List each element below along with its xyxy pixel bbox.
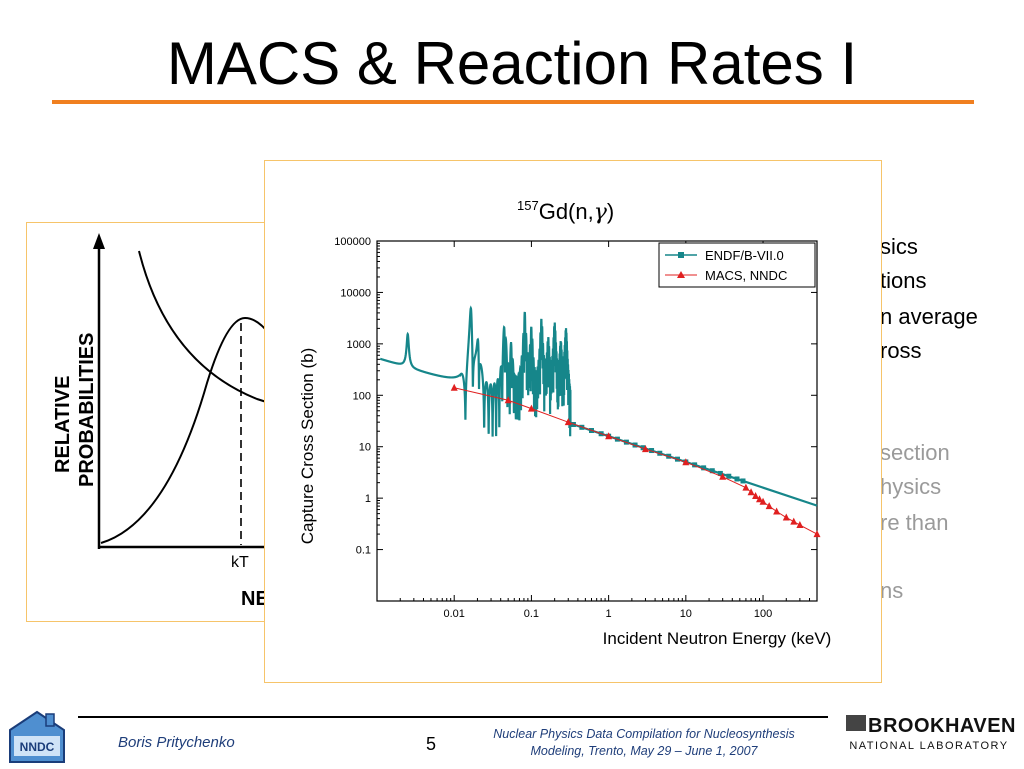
bullet-fragment-dim: re than [880,510,949,535]
brookhaven-logo: BROOKHAVEN NATIONAL LABORATORY [838,712,1020,756]
y-tick-label: 100 [353,390,371,402]
plot-frame [376,240,818,602]
x-tick-label: 10 [680,608,692,620]
slide-title: MACS & Reaction Rates I [166,30,858,97]
kt-label: kT [231,554,249,571]
author-name: Boris Pritychenko [118,734,235,751]
cross-section-chart: 157Gd(n,γ) 0.1 1 10 100 1000 10000 100000 0.01… [298,198,832,648]
bullet-fragment-dim: hysics [880,474,942,499]
cross-section-figure: 157Gd(n,γ) 0.1 1 10 100 1000 10000 100000 0.01… [264,160,882,683]
ylabel-probabilities: PROBABILITIES [76,333,98,487]
macs-marker [742,483,750,491]
macs-marker [504,396,512,404]
chimney-icon [45,713,55,727]
macs-marker [782,513,790,521]
bullet-fragment: sics [880,234,918,259]
ylabel-relative: RELATIVE [52,376,74,473]
bullet-fragment-dim: ns [880,578,904,603]
macs-marker [790,517,798,525]
conference-line-2: Modeling, Trento, May 29 – June 1, 2007 [530,744,758,758]
title-underline [52,100,974,104]
legend-box [658,242,816,288]
x-tick-label: 0.1 [524,608,539,620]
macs-marker [765,502,773,510]
macs-marker [719,472,727,480]
conference-info: Nuclear Physics Data Compilation for Nuc… [456,726,832,760]
endf-marker [649,448,655,454]
y-axis-label: Capture Cross Section (b) [298,348,317,545]
endf-marker [726,473,732,479]
logo-block-icon [846,715,866,731]
chart-title: 157Gd(n,γ) [517,198,614,225]
macs-marker [752,492,760,500]
bullet-fragment: ross [880,338,922,363]
macs-marker [759,497,767,505]
xlabel-partial: NE [241,588,269,610]
chart-legend: ENDF/B-VII.0 MACS, NNDC [658,242,816,288]
nndc-logo: NNDC [6,708,68,764]
bullet-fragment: tions [880,268,927,293]
maxwellian-plot: RELATIVE PROBABILITIES kT NE [52,233,327,610]
y-tick-label: 1000 [347,339,371,351]
macs-marker [796,521,804,529]
bullet-fragment: n average [880,304,978,329]
bullet-fragment-dim: section [880,440,950,465]
endf-marker [734,476,740,482]
x-axis-ticks: 0.01 0.1 1 10 100 [399,241,811,620]
macs-marker [813,530,821,538]
endf-marker [717,470,723,476]
footer-rule [78,716,828,718]
macs-marker [605,432,613,440]
endf-marker [740,478,746,484]
endf-marker [692,462,698,468]
macs-marker [682,458,690,466]
y-axis-arrow [93,233,105,249]
conference-line-1: Nuclear Physics Data Compilation for Nuc… [493,727,795,741]
x-tick-label: 1 [606,608,612,620]
macs-marker [527,404,535,412]
endf-marker [640,445,646,451]
y-tick-label: 10000 [340,287,371,299]
macs-series [450,383,821,538]
plot-area-border [376,240,818,602]
logo-text: NNDC [20,740,55,754]
endf-marker [709,468,715,474]
macs-marker [773,507,781,515]
logo-band [14,736,60,756]
legend-macs-label: MACS, NNDC [705,268,787,283]
macs-marker [756,495,764,503]
x-tick-label: 100 [754,608,772,620]
y-tick-label: 100000 [334,236,371,248]
y-tick-label: 0.1 [356,545,371,557]
page-number: 5 [426,734,437,754]
legend-endf-marker [678,252,684,258]
legend-macs-marker [677,271,685,278]
y-tick-label: 1 [365,493,371,505]
legend-endf-label: ENDF/B-VII.0 [705,248,784,263]
macs-marker [641,445,649,453]
x-tick-label: 0.01 [443,608,464,620]
endf-curve [379,305,818,507]
logo-subline: NATIONAL LABORATORY [849,740,1008,752]
macs-marker [564,418,572,426]
macs-marker [450,383,458,391]
endf-marker [701,465,707,471]
logo-wordmark: BROOKHAVEN [868,715,1016,737]
macs-marker [747,488,755,496]
y-axis-ticks: 0.1 1 10 100 1000 10000 100000 [334,236,817,557]
endf-series [379,305,818,507]
y-tick-label: 10 [359,442,371,454]
x-axis-label: Incident Neutron Energy (keV) [603,629,832,648]
